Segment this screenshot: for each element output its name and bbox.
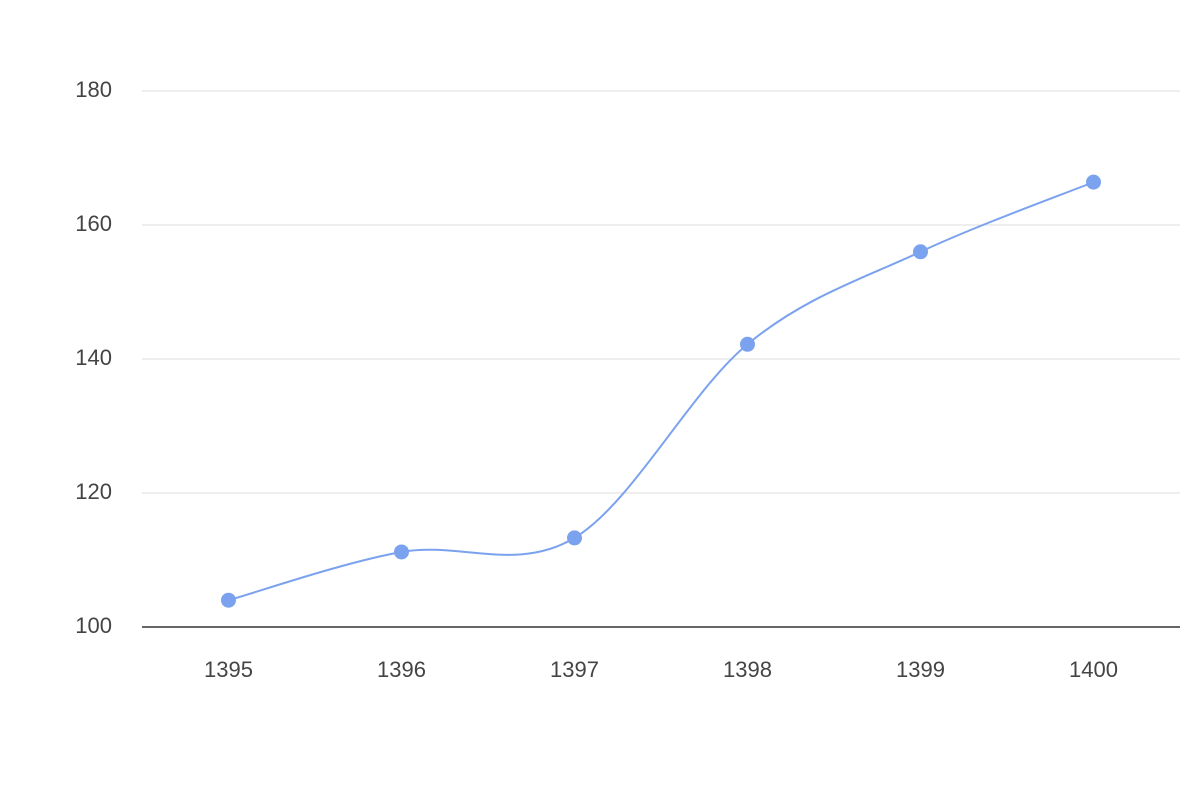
y-tick-label: 160 bbox=[75, 211, 112, 236]
x-tick-label: 1395 bbox=[204, 657, 253, 682]
point bbox=[1086, 174, 1101, 190]
y-tick-label: 120 bbox=[75, 479, 112, 504]
x-tick-label: 1399 bbox=[896, 657, 945, 682]
point bbox=[221, 592, 236, 608]
point bbox=[394, 544, 409, 560]
y-tick-label: 180 bbox=[75, 77, 112, 102]
x-tick-label: 1400 bbox=[1069, 657, 1118, 682]
x-tick-label: 1396 bbox=[377, 657, 426, 682]
point bbox=[913, 244, 928, 260]
y-tick-label: 140 bbox=[75, 345, 112, 370]
line bbox=[228, 181, 1094, 602]
point bbox=[567, 530, 582, 546]
point bbox=[740, 336, 755, 352]
x-tick-label: 1397 bbox=[550, 657, 599, 682]
y-tick-label: 100 bbox=[75, 613, 112, 638]
x-tick-label: 1398 bbox=[723, 657, 772, 682]
